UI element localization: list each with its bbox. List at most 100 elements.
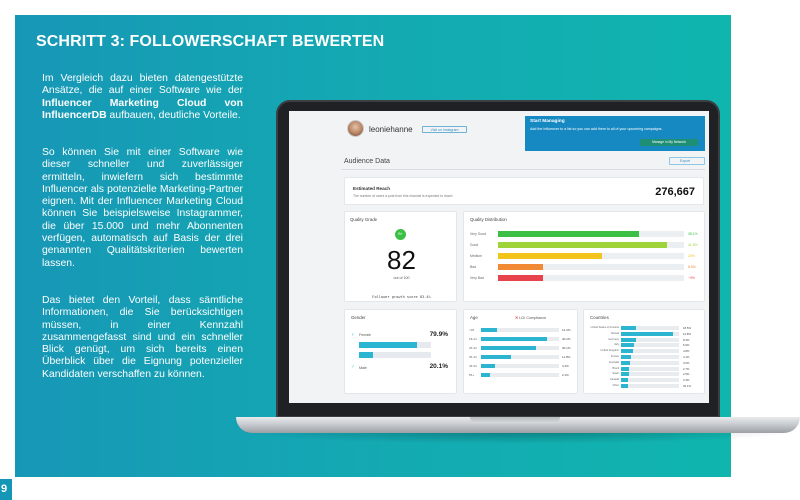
country-pct: 2.3% [683,378,690,383]
paragraph-1-intro: Im Vergleich dazu bieten datengestützte … [42,73,243,97]
country-pct: 3.0% [683,360,690,365]
distribution-row: Bad 8.5% [470,264,702,270]
age-track [481,328,559,332]
country-row: Australia 3.0% [587,360,704,365]
country-row: Brazil 2.7% [587,366,704,371]
age-row: 45-54 3.4% [469,364,577,368]
banner-title: Start Managing [530,119,565,124]
paragraph-1-end: aufbauen, deutliche Vorteile. [106,109,241,121]
country-pct: 2.5% [683,372,690,377]
distribution-bar [498,242,668,248]
distribution-track [498,242,684,248]
age-track [481,346,559,350]
distribution-row: Medium 20% [470,253,702,259]
paragraph-3: Das bietet den Vorteil, dass sämtliche I… [42,295,243,380]
country-label: France [610,355,619,358]
paragraph-1: Im Vergleich dazu bieten datengestützte … [42,73,243,122]
distribution-track [498,231,684,237]
distribution-row: Very Good 38.1% [470,231,702,237]
age-bar [481,355,511,359]
distribution-pct: 20% [688,254,695,258]
country-track [621,331,679,336]
age-bar [481,364,496,368]
country-row: Canada 2.3% [587,378,704,383]
profile-name: leoniehanne [369,125,413,134]
age-label: 18-24 [469,337,477,341]
female-label: Female [359,333,371,337]
country-row: Russia 14.8% [587,331,704,336]
country-pct: 8.3% [683,337,690,342]
age-row: 25-34 30.1% [469,346,577,350]
age-row: <18 12.4% [469,328,577,332]
country-bar [621,360,630,365]
laptop-screen: leoniehanne Visit on Instagram Start Man… [289,111,709,403]
age-track [481,337,559,341]
age-label: 45-54 [469,364,477,368]
page-number: 9 [0,479,12,500]
age-bar [481,373,491,377]
visit-instagram-button[interactable]: Visit on Instagram [422,126,467,133]
reach-description: The number of users a post from this cha… [353,194,453,198]
country-label: Other [612,384,620,387]
distribution-title: Quality Distribution [470,217,507,222]
age-label: <18 [469,328,475,332]
age-track [481,373,559,377]
gender-card: Gender ♀ Female 79.9% ♂ Male 20.1% [344,309,457,394]
country-label: Australia [608,360,619,364]
country-track [621,366,679,371]
female-icon: ♀ [351,332,355,338]
country-pct: 18.5% [683,326,691,330]
ldi-label: LDI Compliance [519,316,547,320]
country-label: Brazil [612,366,620,370]
male-label: Male [359,366,367,370]
male-bar [359,352,431,358]
female-bar [359,342,431,348]
divider [341,169,705,170]
age-pct: 3.4% [562,364,569,368]
distribution-pct: 38.1% [688,232,698,236]
banner-description: Add the Influencer to a list so you can … [530,127,663,131]
country-row: United States of America 18.5% [587,326,704,330]
country-track [621,384,679,388]
country-track [621,326,679,330]
country-pct: 2.7% [683,366,690,371]
age-pct: 30.1% [562,346,571,350]
distribution-label: Very Good [470,232,487,236]
country-bar [621,372,629,377]
distribution-row: Very Bad ~0% [470,275,702,281]
quality-score: 82 [387,245,416,275]
country-pct: 14.8% [683,331,691,336]
country-row: Italy 6.9% [587,343,704,348]
reach-value: 276,667 [655,186,695,198]
distribution-track [498,275,684,281]
page-heading: SCHRITT 3: FOLLOWERSCHAFT BEWERTEN [36,33,385,50]
country-bar [621,326,636,330]
age-track [481,364,559,368]
distribution-label: Bad [470,265,477,269]
country-label: Germany [608,337,619,341]
country-row: Spain 2.5% [587,372,704,377]
age-pct: 40.2% [562,337,571,341]
country-pct: 6.9% [683,343,690,348]
age-label: 35-44 [469,355,477,359]
country-label: Canada [609,378,619,382]
country-bar [621,331,674,336]
distribution-bar [498,275,543,281]
country-bar [621,355,632,359]
age-row: 35-44 11.8% [469,355,577,359]
distribution-bar [498,264,543,270]
manage-network-button[interactable]: Manage in My Network [640,139,698,146]
age-bar [481,346,536,350]
age-pct: 11.8% [562,355,571,359]
countries-card: Countries United States of America 18.5% R… [583,309,705,394]
export-button[interactable]: Export [669,157,705,165]
start-managing-banner: Start Managing Add the Influencer to a l… [525,116,705,151]
country-bar [621,343,634,348]
country-row: United Kingdom 4.8% [587,349,704,354]
distribution-pct: 41.5% [688,243,698,247]
ldi-compliance: ✕ LDI Compliance [515,315,546,320]
countries-title: Countries [590,315,609,320]
paragraph-2: So können Sie mit einer Software wie die… [42,147,243,269]
female-bar-fill [359,342,417,348]
country-pct: 32.1% [683,384,691,388]
